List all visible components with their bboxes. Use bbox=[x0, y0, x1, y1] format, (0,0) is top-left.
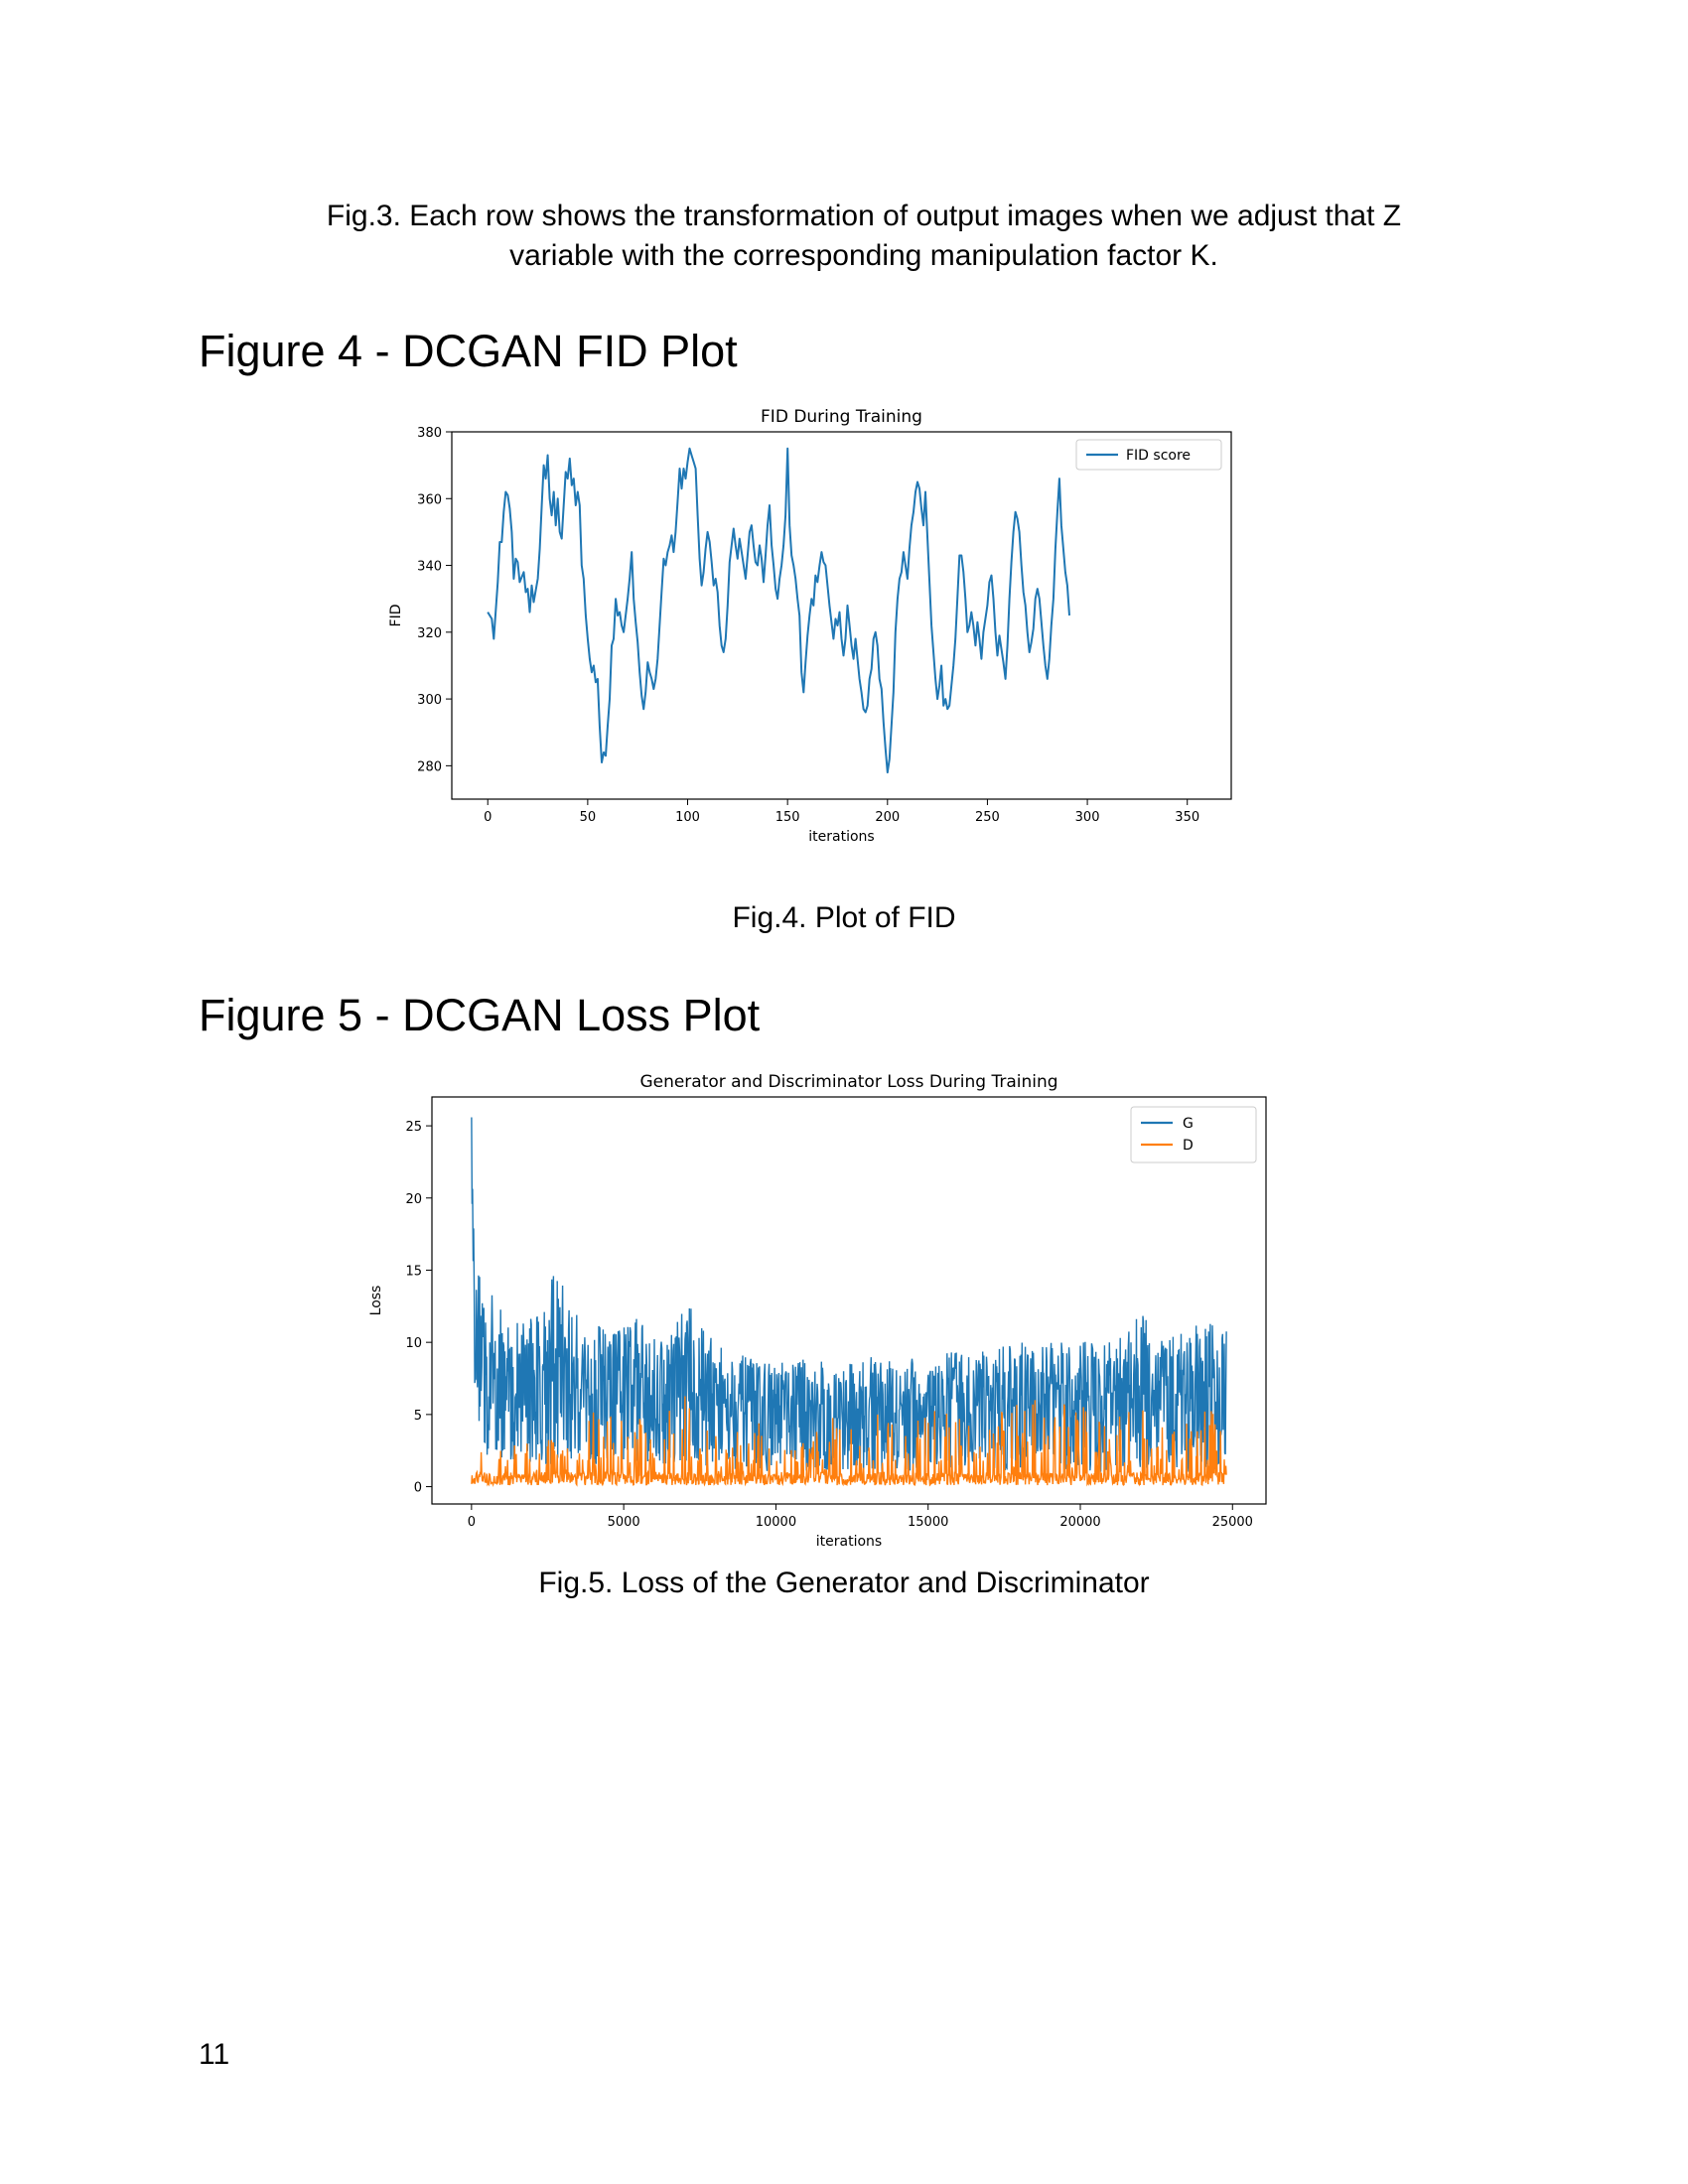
x-tick-label: 0 bbox=[468, 1515, 476, 1530]
loss-line-D bbox=[471, 1396, 1227, 1487]
x-tick-label: 10000 bbox=[756, 1515, 796, 1530]
x-tick-label: 25000 bbox=[1212, 1515, 1253, 1530]
legend-label-D: D bbox=[1183, 1138, 1194, 1154]
fig3-caption-line2: variable with the corresponding manipula… bbox=[509, 239, 1218, 272]
x-tick-label: 15000 bbox=[908, 1515, 948, 1530]
fig4-heading: Figure 4 - DCGAN FID Plot bbox=[199, 326, 738, 376]
legend-label-G: G bbox=[1183, 1116, 1194, 1132]
chart-title: FID During Training bbox=[761, 407, 922, 427]
y-tick-label: 20 bbox=[405, 1192, 422, 1207]
plot-frame bbox=[451, 431, 1232, 800]
y-tick-label: 380 bbox=[417, 426, 442, 441]
y-tick-label: 300 bbox=[417, 693, 442, 708]
page-number: 11 bbox=[199, 2038, 230, 2071]
y-tick-label: 25 bbox=[405, 1120, 422, 1135]
fig5-heading: Figure 5 - DCGAN Loss Plot bbox=[199, 990, 761, 1040]
x-tick-label: 350 bbox=[1175, 810, 1199, 825]
x-tick-label: 5000 bbox=[608, 1515, 640, 1530]
y-axis-label: Loss bbox=[368, 1286, 384, 1316]
x-tick-label: 20000 bbox=[1059, 1515, 1100, 1530]
y-tick-label: 340 bbox=[417, 560, 442, 575]
x-tick-label: 200 bbox=[875, 810, 900, 825]
y-tick-label: 360 bbox=[417, 492, 442, 507]
fig5-caption: Fig.5. Loss of the Generator and Discrim… bbox=[538, 1567, 1150, 1599]
loss-chart: Generator and Discriminator Loss During … bbox=[368, 1072, 1267, 1550]
fid-score-line bbox=[487, 447, 1070, 774]
fig4-caption: Fig.4. Plot of FID bbox=[732, 901, 956, 934]
y-tick-label: 5 bbox=[414, 1409, 422, 1424]
y-tick-label: 320 bbox=[417, 626, 442, 641]
y-tick-label: 10 bbox=[405, 1336, 422, 1351]
x-tick-label: 50 bbox=[580, 810, 597, 825]
loss-line-G bbox=[471, 1117, 1227, 1473]
plot-frame bbox=[431, 1096, 1267, 1505]
y-tick-label: 280 bbox=[417, 759, 442, 774]
fid-chart: FID During Training 0 50 100 150 200 250 300 350… bbox=[388, 407, 1232, 845]
chart-title: Generator and Discriminator Loss During … bbox=[639, 1072, 1057, 1092]
legend-label-fid: FID score bbox=[1126, 448, 1191, 464]
x-tick-label: 100 bbox=[675, 810, 700, 825]
x-tick-label: 0 bbox=[484, 810, 492, 825]
x-axis-label: iterations bbox=[816, 1534, 882, 1550]
y-tick-label: 0 bbox=[414, 1481, 422, 1496]
fig3-caption-line1: Fig.3. Each row shows the transformation… bbox=[326, 200, 1402, 232]
legend-box bbox=[1130, 1106, 1257, 1163]
x-tick-label: 150 bbox=[775, 810, 800, 825]
x-tick-label: 250 bbox=[975, 810, 1000, 825]
x-axis-label: iterations bbox=[808, 829, 874, 845]
legend-box bbox=[1075, 439, 1222, 471]
x-tick-label: 300 bbox=[1075, 810, 1100, 825]
y-axis-label: FID bbox=[388, 605, 404, 627]
y-tick-label: 15 bbox=[405, 1264, 422, 1279]
